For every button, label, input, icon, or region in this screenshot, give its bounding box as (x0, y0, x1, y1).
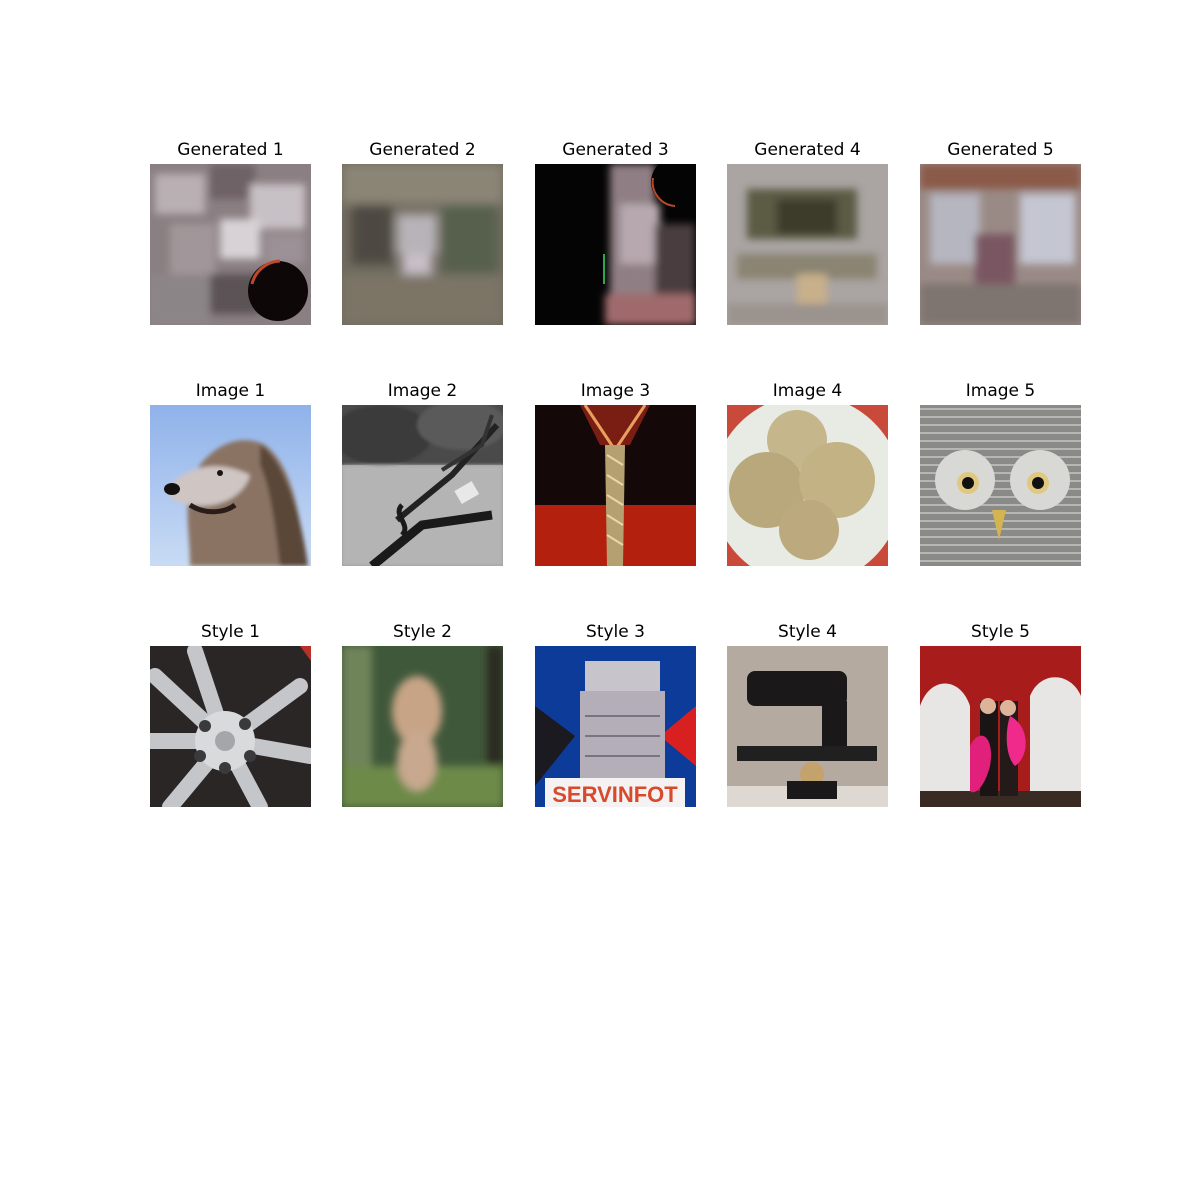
style-image-4 (727, 646, 888, 807)
generated-image-3 (535, 164, 696, 325)
title-generated-2: Generated 2 (369, 140, 476, 160)
content-image-3 (535, 405, 696, 566)
title-style-3: Style 3 (586, 622, 645, 642)
content-image-5 (920, 405, 1081, 566)
style-3-logo-text: SERVINFOT (552, 782, 678, 807)
style-image-1 (150, 646, 311, 807)
title-generated-4: Generated 4 (754, 140, 861, 160)
title-image-4: Image 4 (772, 381, 843, 401)
generated-image-1 (150, 164, 311, 325)
title-generated-1: Generated 1 (177, 140, 284, 160)
style-image-3: SERVINFOT (535, 646, 696, 807)
title-style-2: Style 2 (393, 622, 452, 642)
title-generated-5: Generated 5 (947, 140, 1054, 160)
title-image-1: Image 1 (195, 381, 266, 401)
title-style-4: Style 4 (778, 622, 837, 642)
content-image-2 (342, 405, 503, 566)
title-image-2: Image 2 (387, 381, 458, 401)
title-image-5: Image 5 (965, 381, 1036, 401)
content-image-4 (727, 405, 888, 566)
title-style-5: Style 5 (971, 622, 1030, 642)
style-image-2 (342, 646, 503, 807)
generated-image-2 (342, 164, 503, 325)
content-image-1 (150, 405, 311, 566)
generated-image-5 (920, 164, 1081, 325)
title-style-1: Style 1 (201, 622, 260, 642)
generated-image-4 (727, 164, 888, 325)
title-generated-3: Generated 3 (562, 140, 669, 160)
style-image-5 (920, 646, 1081, 807)
title-image-3: Image 3 (580, 381, 651, 401)
